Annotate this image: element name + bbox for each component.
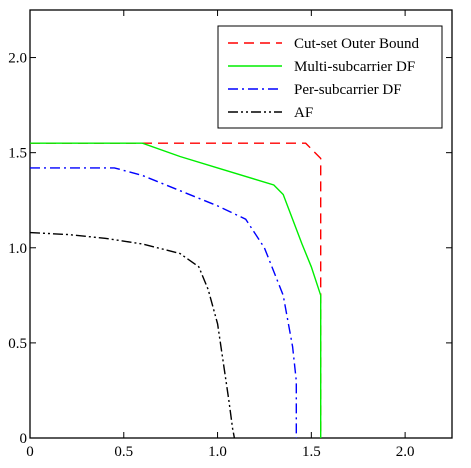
y-tick-label-0: 0 [20, 431, 28, 447]
series-line-3 [29, 231, 236, 439]
y-tick-label-3: 1.5 [8, 146, 27, 162]
legend-label-3: AF [294, 105, 313, 121]
legend-label-2: Per-subcarrier DF [294, 82, 402, 98]
plot-frame [29, 9, 453, 439]
legend-label-1: Multi-subcarrier DF [294, 59, 415, 75]
y-tick-label-4: 2.0 [8, 51, 27, 67]
series-line-2 [30, 167, 297, 438]
x-tick-label-1: 0.5 [114, 444, 133, 460]
x-tick-label-0: 0 [26, 444, 34, 460]
legend-box [217, 25, 443, 129]
series-lines [29, 142, 322, 439]
x-tick-label-4: 2.0 [396, 444, 415, 460]
x-tick-label-2: 1.0 [208, 444, 227, 460]
legend-label-0: Cut-set Outer Bound [294, 36, 419, 52]
x-tick-label-3: 1.5 [302, 444, 321, 460]
y-tick-label-1: 0.5 [8, 336, 27, 352]
legend: Cut-set Outer Bound Multi-subcarrier DF Pe… [217, 25, 443, 129]
series-line-1 [30, 142, 322, 438]
axis-ticks: 0 0.5 1.0 1.5 2.0 0 0.5 1.0 1.5 2.0 [8, 10, 452, 460]
y-tick-label-2: 1.0 [8, 241, 27, 257]
